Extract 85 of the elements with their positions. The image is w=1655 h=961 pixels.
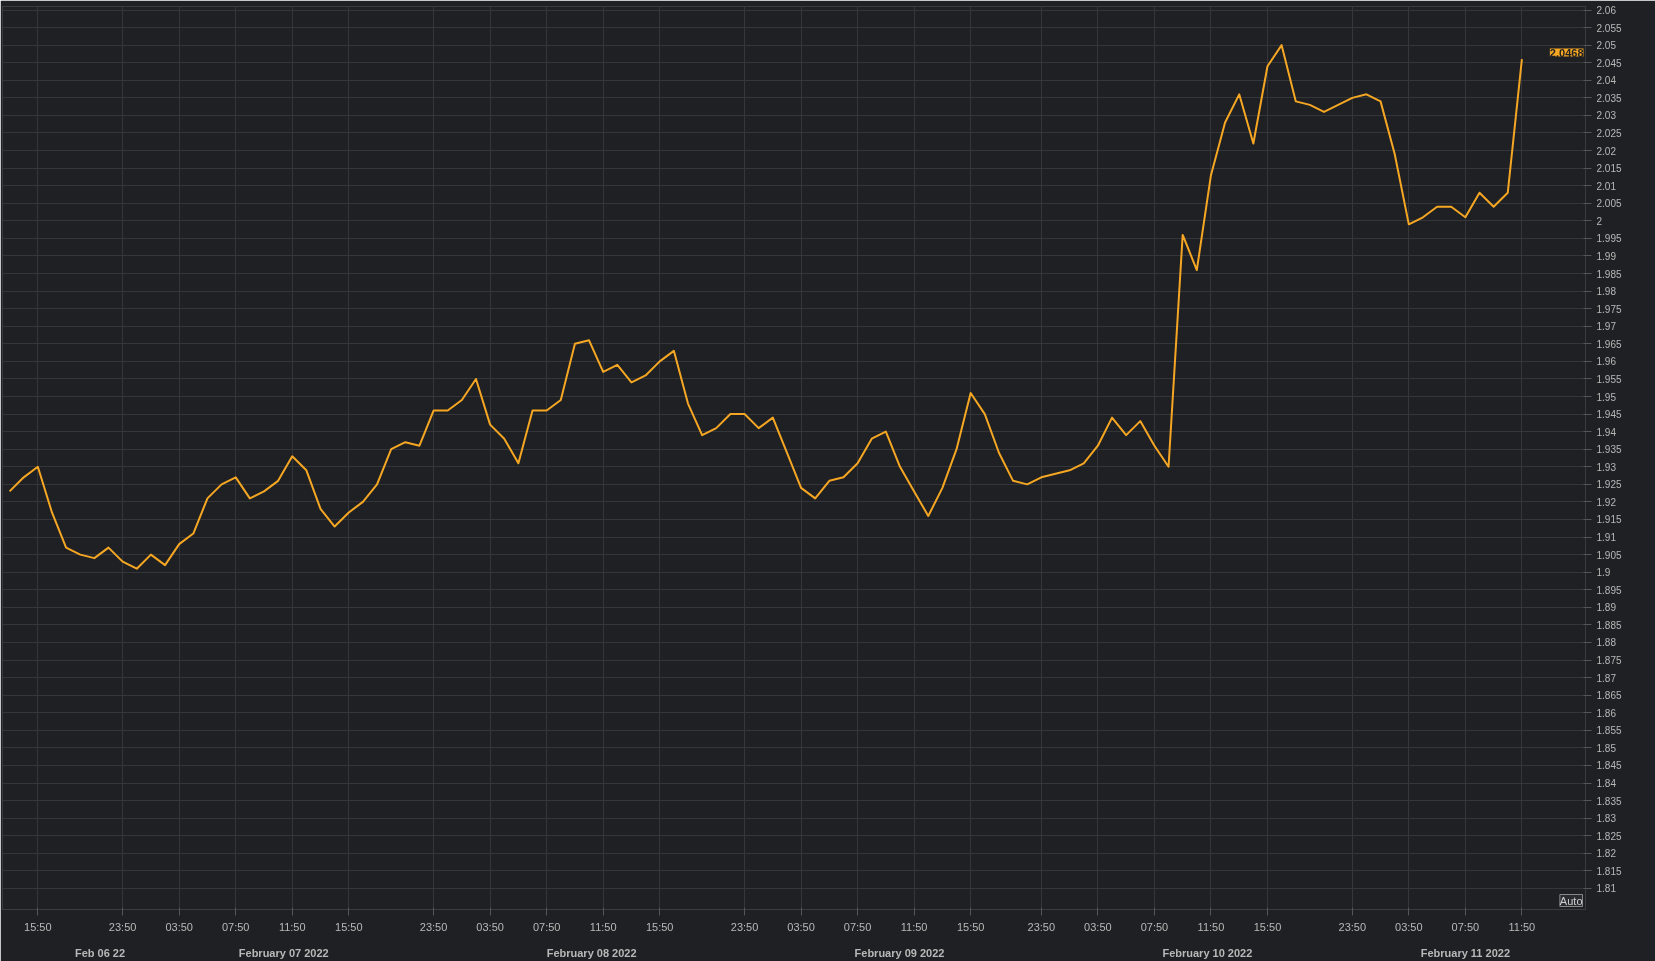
y-tick-label: 1.85 (1596, 742, 1617, 754)
y-tick-label: 1.89 (1596, 602, 1617, 614)
y-tick-label: 1.935 (1596, 444, 1622, 456)
y-tick-label: 1.985 (1596, 268, 1622, 280)
y-tick-label: 1.82 (1596, 848, 1617, 860)
text: February 08 2022 (546, 946, 637, 959)
x-tick-label: 07:50 (843, 920, 872, 933)
y-tick-label: 2.005 (1596, 198, 1622, 210)
y-tick-label: 2.05 (1596, 40, 1617, 52)
x-tick-label: 11:50 (1197, 920, 1225, 933)
x-tick-label: 03:50 (476, 920, 504, 933)
y-tick-label: 1.955 (1596, 373, 1622, 385)
x-tick-label: 23:50 (1338, 920, 1367, 933)
x-tick-label: 11:50 (278, 920, 306, 933)
y-tick-label: 1.975 (1596, 303, 1622, 315)
y-tick-label: 1.86 (1596, 707, 1617, 719)
x-tick-label: 03:50 (787, 920, 815, 933)
text: Auto (1559, 894, 1583, 907)
y-tick-label: 1.815 (1596, 865, 1622, 877)
y-tick-label: 1.9 (1596, 567, 1611, 579)
y-tick-label: 2.025 (1596, 127, 1622, 139)
x-tick-label: 11:50 (589, 920, 617, 933)
y-tick-label: 2.045 (1596, 57, 1622, 69)
x-tick-label: 23:50 (730, 920, 759, 933)
y-tick-label: 1.995 (1596, 233, 1622, 245)
y-tick-label: 1.84 (1596, 778, 1617, 790)
annotation: 2.0468 (1549, 46, 1584, 59)
x-tick-label: 23:50 (108, 920, 137, 933)
y-tick-label: 1.81 (1596, 883, 1617, 895)
y-tick-label: 2.015 (1596, 163, 1622, 175)
y-tick-label: 1.945 (1596, 409, 1622, 421)
x-tick-label: 15:50 (24, 920, 52, 933)
y-tick-label: 1.83 (1596, 813, 1617, 825)
y-tick-label: 1.99 (1596, 250, 1617, 262)
text: Feb 06 22 (74, 946, 126, 959)
x-tick-label: 23:50 (1027, 920, 1056, 933)
y-tick-label: 1.855 (1596, 725, 1622, 737)
y-tick-label: 1.98 (1596, 286, 1617, 298)
y-tick-label: 1.845 (1596, 760, 1622, 772)
text: February 09 2022 (854, 946, 945, 959)
x-tick-label: 07:50 (221, 920, 250, 933)
y-tick-label: 2 (1596, 215, 1603, 227)
x-tick-label: 11:50 (900, 920, 928, 933)
y-tick-label: 1.88 (1596, 637, 1617, 649)
y-tick-label: 2.04 (1596, 75, 1617, 87)
y-tick-label: 1.97 (1596, 321, 1617, 333)
y-tick-label: 1.87 (1596, 672, 1617, 684)
x-tick-label: 15:50 (335, 920, 363, 933)
y-tick-label: 1.92 (1596, 496, 1617, 508)
x-tick-label: 15:50 (645, 920, 674, 933)
x-tick-label: 03:50 (1084, 920, 1112, 933)
x-tick-label: 23:50 (419, 920, 448, 933)
text: February 10 2022 (1162, 946, 1253, 959)
line-series (8, 44, 1523, 570)
y-tick-label: 1.875 (1596, 655, 1622, 667)
y-tick-label: 1.905 (1596, 549, 1622, 561)
x-tick-label: 15:50 (1253, 920, 1282, 933)
y-tick-label: 2.035 (1596, 92, 1622, 104)
y-tick-label: 1.865 (1596, 690, 1622, 702)
y-tick-label: 2.02 (1596, 145, 1617, 157)
x-tick-label: 03:50 (165, 920, 193, 933)
y-tick-label: 1.91 (1596, 532, 1617, 544)
y-tick-label: 1.915 (1596, 514, 1622, 526)
y-tick-label: 2.03 (1596, 110, 1617, 122)
text: February 11 2022 (1420, 946, 1511, 959)
y-tick-label: 1.895 (1596, 584, 1622, 596)
x-tick-label: 15:50 (956, 920, 985, 933)
y-tick-label: 1.965 (1596, 338, 1622, 350)
y-tick-label: 1.825 (1596, 830, 1622, 842)
y-tick-label: 1.925 (1596, 479, 1622, 491)
y-tick-label: 1.93 (1596, 461, 1617, 473)
y-tick-label: 1.835 (1596, 795, 1622, 807)
x-tick-label: 03:50 (1395, 920, 1423, 933)
y-tick-label: 1.95 (1596, 391, 1617, 403)
y-tick-label: 2.055 (1596, 22, 1622, 34)
y-tick-label: 2.06 (1596, 5, 1617, 17)
x-tick-label: 07:50 (1140, 920, 1169, 933)
x-tick-label: 07:50 (532, 920, 561, 933)
y-tick-label: 1.94 (1596, 426, 1617, 438)
y-tick-label: 1.885 (1596, 619, 1622, 631)
y-tick-label: 2.01 (1596, 180, 1617, 192)
text: February 07 2022 (238, 946, 329, 959)
x-tick-label: 11:50 (1508, 920, 1536, 933)
y-tick-label: 1.96 (1596, 356, 1617, 368)
x-tick-label: 07:50 (1451, 920, 1480, 933)
